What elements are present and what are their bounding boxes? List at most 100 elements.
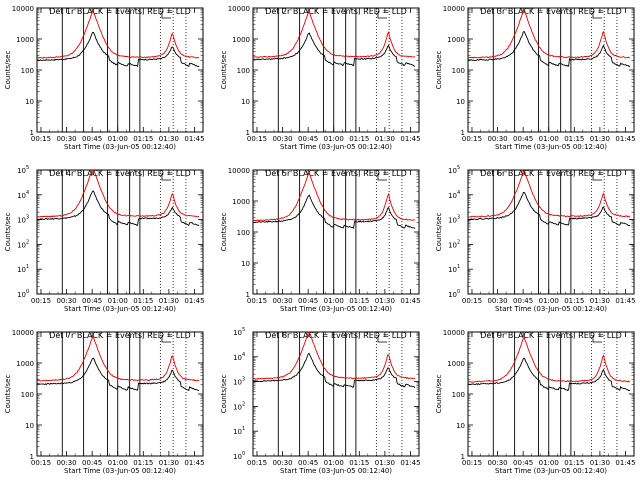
panel-det-7: Det 7r BLACK = Events, RED = LLD 1 10 100 10… (4, 329, 205, 475)
x-tick-label: 00:30 (272, 297, 292, 305)
panel-title: Det 3r BLACK = Events, RED = LLD (480, 7, 622, 16)
x-tick-label: 01:15 (564, 135, 584, 143)
panel-det-1: Det 1r BLACK = Events, RED = LLD 1 10 100 10… (4, 5, 205, 151)
panel-det-3: Det 3r BLACK = Events, RED = LLD 1 10 100 10… (435, 5, 636, 151)
y-tick-label: 10 (456, 422, 465, 430)
y-axis-label: Counts/sec (4, 213, 12, 252)
x-axis-label: Start Time (03-Jun-05 00:12:40) (280, 143, 392, 151)
y-tick-label: 10 (456, 98, 465, 106)
lld-series-line (36, 335, 200, 382)
y-tick-label: 10 (17, 217, 26, 225)
lld-series-line (36, 9, 200, 59)
y-axis-label: Counts/sec (220, 213, 228, 252)
x-axis-label: Start Time (03-Jun-05 00:12:40) (495, 467, 607, 475)
x-tick-label: 01:15 (564, 297, 584, 305)
x-tick-label: 00:15 (247, 297, 267, 305)
x-tick-label: 00:45 (82, 297, 102, 305)
x-axis-label: Start Time (03-Jun-05 00:12:40) (64, 143, 176, 151)
legend-glyph (592, 173, 602, 181)
panel-det-2: Det 2r BLACK = Events, RED = LLD 1 10 100 10… (220, 5, 421, 151)
y-tick-label-exp: 3 (457, 215, 460, 221)
events-series-line (252, 194, 416, 229)
y-tick-label-exp: 5 (457, 165, 460, 171)
y-tick-label: 1000 (232, 198, 250, 206)
x-tick-label: 00:15 (31, 297, 51, 305)
y-tick-label-exp: 3 (26, 215, 29, 221)
y-tick-label: 1000 (16, 36, 34, 44)
x-tick-label: 01:00 (539, 135, 559, 143)
y-tick-label: 10000 (228, 167, 250, 175)
y-tick-label: 1 (461, 453, 465, 461)
panel-title: Det 8r BLACK = Events, RED = LLD (265, 331, 407, 340)
events-series-line (467, 31, 631, 68)
lld-series-line (467, 170, 631, 218)
y-tick-label: 1000 (16, 360, 34, 368)
y-tick-label-exp: 1 (242, 426, 245, 432)
x-tick-label: 00:45 (298, 297, 318, 305)
y-tick-label: 10 (17, 241, 26, 249)
y-tick-label: 10 (448, 167, 457, 175)
x-tick-label: 00:30 (487, 297, 507, 305)
y-tick-label-exp: 1 (26, 264, 29, 270)
y-tick-label: 10 (233, 379, 242, 387)
y-tick-label: 1 (246, 129, 250, 137)
x-tick-label: 01:30 (375, 135, 395, 143)
y-tick-label: 10 (25, 422, 34, 430)
y-tick-label: 10 (17, 266, 26, 274)
y-axis-label: Counts/sec (435, 51, 443, 90)
x-tick-label: 01:45 (400, 297, 420, 305)
x-tick-label: 01:00 (324, 135, 344, 143)
y-tick-label: 1 (30, 129, 34, 137)
x-tick-label: 00:15 (247, 459, 267, 467)
y-tick-label: 10000 (228, 5, 250, 13)
x-tick-label: 00:45 (298, 459, 318, 467)
x-axis-label: Start Time (03-Jun-05 00:12:40) (280, 305, 392, 313)
x-tick-label: 00:15 (462, 135, 482, 143)
x-tick-label: 00:30 (487, 135, 507, 143)
y-tick-label: 10 (448, 291, 457, 299)
x-axis-label: Start Time (03-Jun-05 00:12:40) (495, 305, 607, 313)
y-tick-label: 10000 (443, 5, 465, 13)
y-tick-label: 100 (21, 67, 34, 75)
x-tick-label: 01:45 (184, 459, 204, 467)
events-series-line (252, 353, 416, 388)
x-axis-label: Start Time (03-Jun-05 00:12:40) (495, 143, 607, 151)
y-tick-label-exp: 4 (457, 190, 460, 196)
y-axis-label: Counts/sec (435, 375, 443, 414)
y-tick-label: 10 (233, 329, 242, 337)
x-tick-label: 01:00 (324, 459, 344, 467)
plot-frame (467, 169, 635, 295)
y-tick-label: 10 (233, 403, 242, 411)
x-tick-label: 01:00 (108, 459, 128, 467)
x-tick-label: 00:15 (247, 135, 267, 143)
y-tick-label-exp: 2 (457, 239, 460, 245)
y-tick-label: 1 (30, 453, 34, 461)
y-tick-label: 10000 (12, 329, 34, 337)
x-tick-label: 00:15 (462, 297, 482, 305)
x-tick-label: 01:30 (590, 297, 610, 305)
y-tick-label: 10 (25, 98, 34, 106)
y-axis-label: Counts/sec (220, 375, 228, 414)
x-tick-label: 01:15 (349, 297, 369, 305)
x-tick-label: 01:30 (159, 297, 179, 305)
y-axis-label: Counts/sec (435, 213, 443, 252)
x-tick-label: 00:15 (462, 459, 482, 467)
x-tick-label: 00:30 (272, 135, 292, 143)
y-axis-label: Counts/sec (4, 375, 12, 414)
x-tick-label: 01:15 (133, 135, 153, 143)
legend-glyph (161, 335, 171, 343)
y-tick-label: 10 (241, 98, 250, 106)
lld-series-line (252, 331, 416, 380)
y-tick-label: 10000 (443, 329, 465, 337)
y-tick-label-exp: 0 (457, 289, 460, 295)
lld-series-line (467, 9, 630, 59)
x-tick-label: 01:15 (349, 459, 369, 467)
x-tick-label: 01:15 (564, 459, 584, 467)
x-tick-label: 00:30 (272, 459, 292, 467)
legend-glyph (377, 173, 387, 181)
y-tick-label-exp: 2 (242, 401, 245, 407)
x-tick-label: 01:00 (539, 459, 559, 467)
y-tick-label: 100 (21, 391, 34, 399)
x-tick-label: 01:15 (349, 135, 369, 143)
